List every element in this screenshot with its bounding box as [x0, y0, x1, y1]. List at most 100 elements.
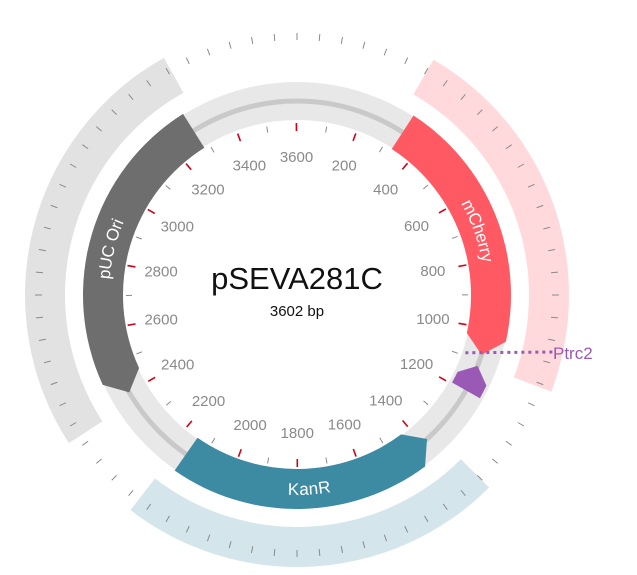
- outer-tick: [128, 93, 134, 100]
- outer-tick: [404, 525, 409, 533]
- tick-label: 1000: [416, 311, 449, 328]
- major-tick: [401, 419, 409, 428]
- tick-label: 2000: [233, 417, 266, 434]
- tick-label: 1400: [369, 393, 402, 410]
- major-tick: [438, 376, 447, 382]
- outer-tick: [111, 109, 118, 116]
- kanr-shade: [130, 459, 490, 568]
- outer-tick: [95, 458, 102, 464]
- kanr-label: KanR: [288, 477, 332, 499]
- outer-tick: [95, 126, 102, 132]
- minor-tick: [211, 437, 216, 444]
- outer-tick: [424, 515, 429, 523]
- minor-tick: [379, 146, 383, 153]
- major-tick: [352, 448, 357, 457]
- major-tick: [186, 420, 193, 428]
- tick-label: 3000: [161, 218, 194, 235]
- major-tick: [458, 322, 467, 326]
- tick-label: 600: [404, 218, 429, 235]
- tick-label: 1200: [400, 356, 433, 373]
- outer-tick: [505, 144, 512, 150]
- feature-shade-layer: [25, 57, 569, 568]
- minor-tick: [210, 146, 215, 153]
- minor-tick: [423, 184, 429, 190]
- outer-tick: [273, 33, 276, 42]
- outer-tick: [543, 226, 551, 230]
- major-tick: [185, 163, 192, 171]
- outer-tick: [340, 546, 343, 554]
- ptrc2-arrow: [452, 365, 487, 399]
- outer-tick: [128, 490, 134, 497]
- outer-tick: [185, 525, 190, 533]
- outer-tick: [340, 36, 343, 44]
- major-tick: [147, 208, 156, 215]
- tick-label: 2400: [161, 356, 194, 373]
- outer-tick: [146, 503, 152, 510]
- outer-tick: [548, 249, 556, 252]
- outer-tick: [251, 546, 254, 554]
- outer-tick: [273, 548, 276, 557]
- tick-label: 1800: [281, 425, 314, 442]
- major-tick: [127, 264, 136, 268]
- outer-tick: [424, 67, 429, 75]
- outer-tick: [476, 109, 483, 116]
- outer-tick: [505, 440, 512, 446]
- outer-tick: [527, 183, 535, 188]
- major-tick: [237, 448, 242, 458]
- outer-tick: [165, 515, 170, 523]
- tick-label: 3600: [280, 149, 313, 166]
- outer-tick: [543, 360, 551, 364]
- plasmid-name: pSEVA281C: [211, 261, 383, 296]
- tick-label: 2800: [144, 263, 177, 280]
- outer-tick: [206, 534, 211, 542]
- tick-label: 200: [332, 157, 357, 174]
- minor-tick: [266, 126, 269, 133]
- outer-tick: [38, 338, 46, 341]
- outer-tick: [383, 534, 388, 542]
- outer-tick: [69, 163, 77, 168]
- outer-tick: [362, 41, 366, 49]
- major-tick: [458, 264, 467, 268]
- outer-tick: [527, 402, 535, 407]
- primer-layer: Ptrc2: [452, 344, 593, 399]
- outer-tick: [548, 338, 556, 341]
- ptrc2-leader: [465, 350, 554, 355]
- outer-tick: [383, 48, 388, 56]
- tick-label: 2600: [144, 311, 177, 328]
- kanr-arrow: [174, 434, 427, 509]
- outer-tick: [206, 48, 211, 56]
- outer-tick: [59, 402, 67, 407]
- minor-tick: [165, 185, 171, 190]
- puc-ori-arrow: [82, 113, 205, 393]
- outer-tick: [442, 503, 448, 510]
- outer-tick: [69, 422, 77, 427]
- outer-tick: [550, 316, 559, 319]
- outer-tick: [35, 271, 44, 274]
- outer-tick: [50, 204, 58, 209]
- puc-ori-shade: [25, 57, 184, 444]
- minor-tick: [325, 126, 328, 133]
- plasmid-length: 3602 bp: [270, 303, 324, 320]
- tick-label: 3200: [191, 182, 224, 199]
- outer-tick: [404, 57, 409, 65]
- major-tick: [401, 162, 409, 170]
- outer-tick: [442, 80, 448, 87]
- outer-tick: [536, 204, 544, 209]
- tick-label: 3400: [233, 157, 266, 174]
- outer-tick: [251, 36, 254, 44]
- ptrc2-label: Ptrc2: [553, 344, 593, 363]
- major-tick: [352, 133, 357, 142]
- outer-tick: [111, 474, 118, 481]
- outer-tick: [82, 144, 89, 150]
- outer-tick: [460, 93, 466, 100]
- minor-tick: [379, 437, 384, 444]
- outer-tick: [43, 226, 51, 230]
- outer-tick: [362, 541, 366, 549]
- major-tick: [147, 376, 156, 383]
- outer-tick: [536, 381, 544, 386]
- minor-tick: [451, 235, 458, 239]
- mcherry-arrow: [391, 115, 512, 355]
- outer-tick: [185, 57, 190, 65]
- outer-tick: [318, 33, 321, 42]
- outer-tick: [82, 440, 89, 446]
